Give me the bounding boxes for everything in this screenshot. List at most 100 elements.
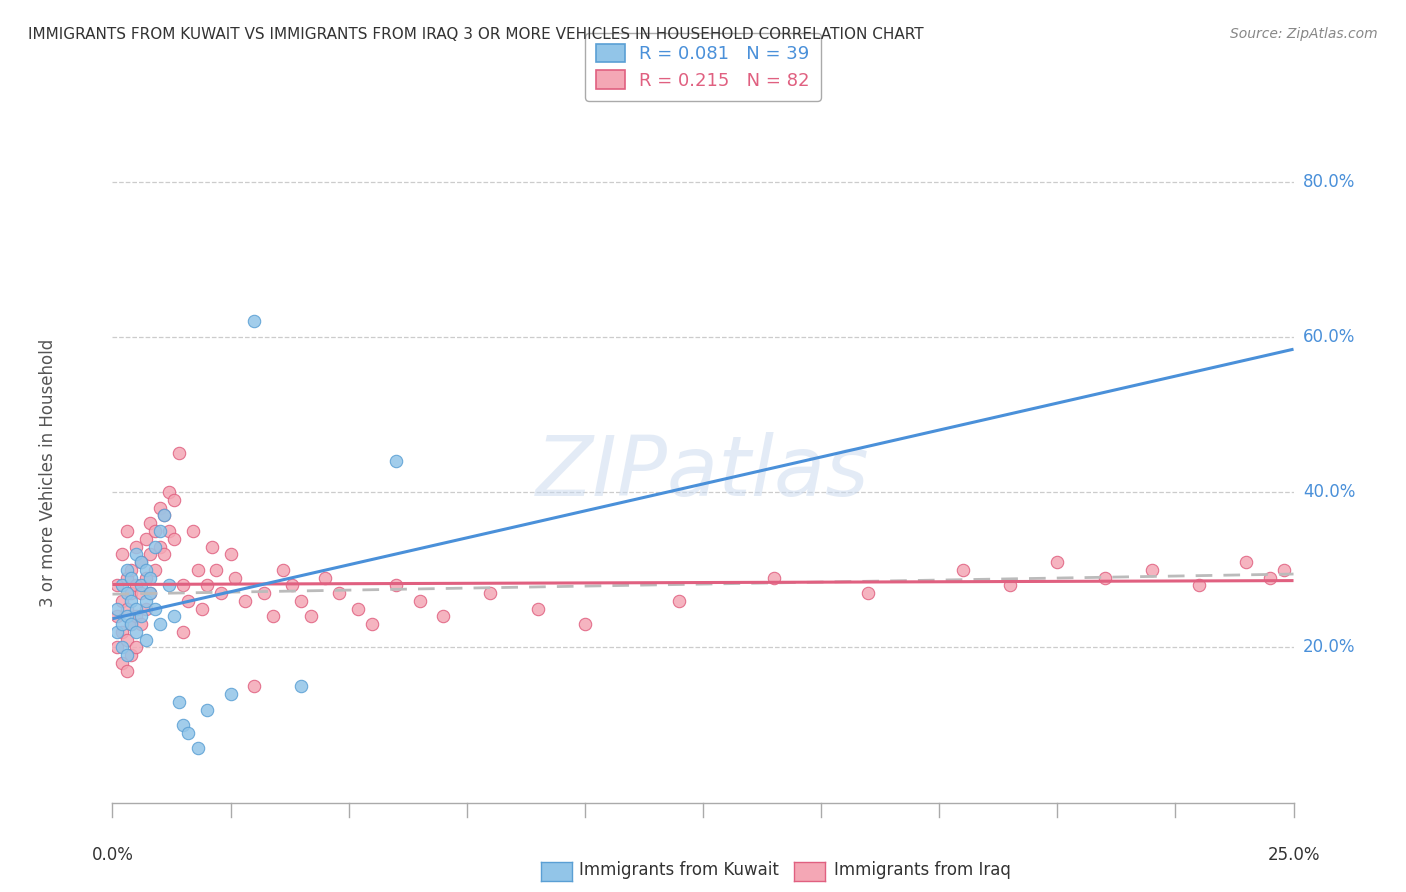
Point bbox=[139, 586, 162, 600]
Point bbox=[1272, 563, 1295, 577]
Text: 60.0%: 60.0% bbox=[1303, 328, 1355, 346]
Text: 25.0%: 25.0% bbox=[1267, 846, 1320, 863]
Point bbox=[139, 586, 162, 600]
Point bbox=[105, 624, 128, 639]
Point bbox=[186, 741, 208, 756]
Point bbox=[120, 617, 142, 632]
Point bbox=[253, 586, 276, 600]
Point bbox=[139, 571, 162, 585]
Point bbox=[125, 578, 148, 592]
Point bbox=[125, 540, 148, 554]
Point bbox=[177, 594, 200, 608]
Point bbox=[201, 540, 224, 554]
Point bbox=[195, 578, 218, 592]
Point bbox=[1258, 571, 1281, 585]
Text: 3 or more Vehicles in Household: 3 or more Vehicles in Household bbox=[38, 339, 56, 607]
Point bbox=[181, 524, 204, 538]
Point bbox=[281, 578, 304, 592]
Point bbox=[167, 446, 190, 460]
Point bbox=[262, 609, 284, 624]
Point bbox=[347, 601, 370, 615]
Point bbox=[526, 601, 548, 615]
Text: Source: ZipAtlas.com: Source: ZipAtlas.com bbox=[1230, 27, 1378, 41]
Point bbox=[135, 594, 157, 608]
Point bbox=[219, 687, 242, 701]
Point bbox=[668, 594, 690, 608]
Point bbox=[105, 640, 128, 655]
Point bbox=[129, 586, 152, 600]
Point bbox=[120, 617, 142, 632]
Text: 40.0%: 40.0% bbox=[1303, 483, 1355, 501]
Point bbox=[224, 571, 246, 585]
Point bbox=[243, 314, 266, 328]
Point bbox=[120, 594, 142, 608]
Legend: R = 0.081   N = 39, R = 0.215   N = 82: R = 0.081 N = 39, R = 0.215 N = 82 bbox=[585, 33, 821, 101]
Point bbox=[172, 578, 194, 592]
Point bbox=[135, 632, 157, 647]
Point bbox=[195, 703, 218, 717]
Point bbox=[111, 617, 134, 632]
Point bbox=[111, 656, 134, 670]
Point bbox=[408, 594, 430, 608]
Point bbox=[219, 547, 242, 561]
Point bbox=[1046, 555, 1069, 569]
Point bbox=[135, 571, 157, 585]
Point bbox=[115, 664, 138, 678]
Point bbox=[157, 578, 180, 592]
Point bbox=[135, 532, 157, 546]
Point bbox=[172, 718, 194, 732]
Point bbox=[1188, 578, 1211, 592]
Point bbox=[111, 594, 134, 608]
Point bbox=[209, 586, 232, 600]
Point bbox=[120, 563, 142, 577]
Point bbox=[167, 695, 190, 709]
Point bbox=[143, 524, 166, 538]
Text: 80.0%: 80.0% bbox=[1303, 172, 1355, 191]
Point bbox=[115, 601, 138, 615]
Text: Immigrants from Kuwait: Immigrants from Kuwait bbox=[579, 861, 779, 879]
Point bbox=[172, 624, 194, 639]
Point bbox=[191, 601, 214, 615]
Point bbox=[115, 609, 138, 624]
Point bbox=[125, 547, 148, 561]
Point bbox=[149, 524, 172, 538]
Point bbox=[115, 586, 138, 600]
Point bbox=[143, 540, 166, 554]
Point bbox=[125, 601, 148, 615]
Point bbox=[361, 617, 384, 632]
Point bbox=[385, 578, 408, 592]
Point bbox=[115, 563, 138, 577]
Text: 0.0%: 0.0% bbox=[91, 846, 134, 863]
Point bbox=[120, 648, 142, 663]
Point bbox=[385, 454, 408, 468]
Point bbox=[290, 679, 312, 693]
Point bbox=[129, 609, 152, 624]
Point bbox=[129, 555, 152, 569]
Point bbox=[115, 524, 138, 538]
Point bbox=[139, 516, 162, 531]
Point bbox=[163, 532, 186, 546]
Point bbox=[143, 601, 166, 615]
Point bbox=[125, 640, 148, 655]
Point bbox=[111, 624, 134, 639]
Point bbox=[135, 601, 157, 615]
Point bbox=[111, 640, 134, 655]
Point bbox=[149, 540, 172, 554]
Point bbox=[105, 601, 128, 615]
Point bbox=[271, 563, 294, 577]
Point bbox=[143, 563, 166, 577]
Point bbox=[139, 547, 162, 561]
Point bbox=[115, 571, 138, 585]
Point bbox=[952, 563, 974, 577]
Point bbox=[115, 632, 138, 647]
Point bbox=[149, 617, 172, 632]
Point bbox=[432, 609, 454, 624]
Point bbox=[111, 578, 134, 592]
Point bbox=[157, 524, 180, 538]
Text: Immigrants from Iraq: Immigrants from Iraq bbox=[834, 861, 1011, 879]
Point bbox=[328, 586, 350, 600]
Text: ZIPatlas: ZIPatlas bbox=[536, 433, 870, 513]
Point bbox=[153, 547, 176, 561]
Point bbox=[574, 617, 596, 632]
Text: 20.0%: 20.0% bbox=[1303, 639, 1355, 657]
